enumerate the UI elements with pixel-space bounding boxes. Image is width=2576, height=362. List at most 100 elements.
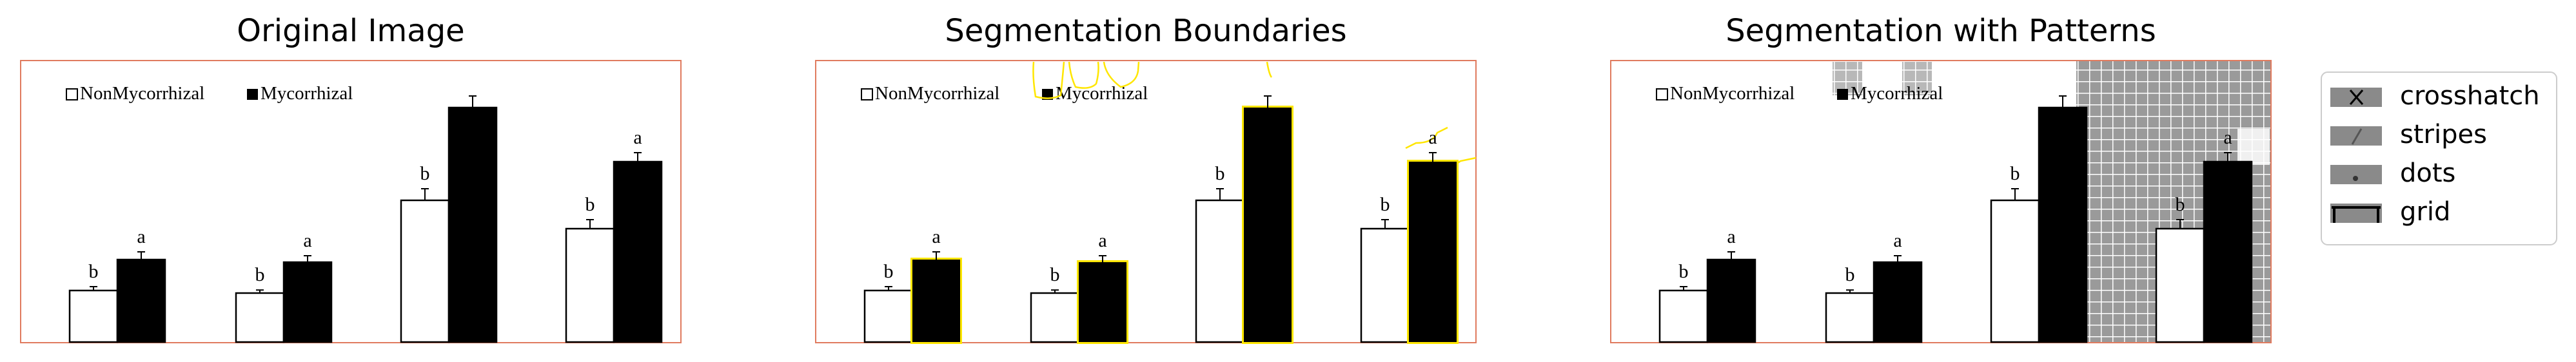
panel-title: Segmentation Boundaries	[945, 13, 1346, 49]
significance-label: b	[1679, 261, 1689, 282]
stripes-mark-icon	[2351, 128, 2363, 145]
bar-mycorrhizal	[116, 258, 166, 343]
error-bar	[421, 188, 429, 200]
error-bar	[1099, 255, 1106, 262]
crosshatch-mark-icon	[2349, 90, 2364, 105]
bar-nonmycorrhizal	[400, 199, 450, 343]
significance-label: a	[633, 127, 642, 148]
error-bar	[304, 255, 311, 262]
bar-nonmycorrhizal	[1195, 199, 1245, 343]
error-bar	[586, 219, 594, 229]
significance-label: b	[420, 163, 430, 184]
bar-nonmycorrhizal	[1990, 199, 2040, 343]
error-bar	[1264, 95, 1272, 108]
significance-label: a	[1428, 127, 1437, 148]
inner-legend: NonMycorrhizal Mycorrhizal	[861, 83, 1148, 104]
error-bar	[932, 251, 940, 260]
error-bar	[1216, 188, 1224, 200]
significance-label: b	[1050, 264, 1060, 285]
legend-item-grid: grid	[2330, 197, 2450, 227]
legend-box	[2321, 71, 2557, 245]
boundary-squiggle	[1266, 61, 1273, 78]
legend-item-crosshatch: crosshatch	[2330, 81, 2540, 111]
error-bar	[2059, 95, 2067, 108]
bar-mycorrhizal	[613, 160, 663, 343]
bar-nonmycorrhizal	[565, 227, 615, 343]
bar-nonmycorrhizal	[1030, 292, 1080, 343]
significance-label: b	[2176, 194, 2185, 215]
significance-label: b	[1381, 194, 1390, 215]
legend-label-nonmycorrhizal: NonMycorrhizal	[1670, 83, 1794, 104]
legend-label: stripes	[2400, 120, 2487, 149]
bar-mycorrhizal	[1243, 106, 1293, 343]
error-bar	[2011, 188, 2019, 200]
grid-mark-icon	[2332, 206, 2381, 223]
legend-label: dots	[2400, 158, 2455, 188]
bar-group: b b b b a a a	[68, 95, 663, 343]
significance-label: b	[2011, 163, 2020, 184]
significance-label: b	[1845, 264, 1855, 285]
legend-swatch-nonmycorrhizal	[1656, 88, 1668, 100]
error-bar	[1894, 255, 1902, 262]
inner-legend: NonMycorrhizal Mycorrhizal	[66, 83, 353, 104]
significance-label: a	[303, 230, 311, 251]
bar-mycorrhizal	[1873, 261, 1923, 343]
error-bar	[1429, 152, 1437, 162]
legend-label-mycorrhizal: Mycorrhizal	[1056, 83, 1148, 104]
significance-label: a	[932, 226, 940, 247]
bar-nonmycorrhizal	[863, 289, 914, 343]
legend-label: grid	[2400, 197, 2450, 227]
significance-label: b	[884, 261, 894, 282]
boundary-squiggle	[1405, 126, 1448, 149]
panel-title: Segmentation with Patterns	[1726, 13, 2156, 49]
error-bar	[634, 152, 642, 162]
boundary-squiggle	[1103, 61, 1140, 88]
dots-mark-icon	[2353, 176, 2358, 181]
bar-mycorrhizal	[1408, 160, 1458, 343]
legend-swatch-nonmycorrhizal	[66, 88, 78, 100]
bar-group: b b b b a a a	[1658, 95, 2253, 343]
panel-original: Original Image NonMycorrhizal Mycorrhiza…	[20, 13, 682, 343]
error-bar	[1727, 251, 1735, 260]
bar-mycorrhizal	[282, 261, 333, 343]
bar-group: b b b b a a a	[863, 95, 1459, 344]
panel-boundaries: Segmentation Boundaries NonMycorrhizal M…	[815, 13, 1477, 344]
error-bar	[469, 95, 477, 108]
significance-label: a	[1727, 226, 1735, 247]
error-bar	[90, 286, 97, 291]
bar-mycorrhizal	[447, 106, 498, 343]
dots-swatch-icon	[2330, 165, 2382, 184]
significance-label: b	[585, 194, 595, 215]
bar-mycorrhizal	[1706, 258, 1756, 343]
error-bar	[137, 251, 145, 260]
legend-swatch-mycorrhizal	[247, 89, 258, 100]
panel-title: Original Image	[237, 13, 464, 49]
significance-label: a	[1893, 230, 1902, 251]
significance-label: a	[2223, 127, 2232, 148]
legend-label: crosshatch	[2400, 81, 2540, 111]
bar-nonmycorrhizal	[68, 289, 119, 343]
legend-swatch-nonmycorrhizal	[861, 88, 873, 100]
significance-label: b	[89, 261, 99, 282]
error-bar	[256, 289, 264, 293]
bar-mycorrhizal	[2203, 160, 2253, 343]
pattern-patch	[1902, 62, 1932, 95]
inner-legend: NonMycorrhizal Mycorrhizal	[1656, 83, 1943, 104]
error-bar	[1846, 289, 1854, 293]
bar-nonmycorrhizal	[1658, 289, 1709, 343]
legend-item-stripes: stripes	[2330, 120, 2487, 149]
bar-mycorrhizal	[1077, 261, 1128, 343]
legend-swatch-mycorrhizal	[1837, 89, 1848, 100]
legend-swatch-mycorrhizal	[1042, 89, 1053, 100]
legend-label-mycorrhizal: Mycorrhizal	[1851, 83, 1943, 104]
error-bar	[885, 286, 892, 291]
error-bar	[2224, 152, 2232, 162]
significance-label: b	[255, 264, 265, 285]
bar-nonmycorrhizal	[2155, 227, 2205, 343]
error-bar	[1051, 289, 1059, 293]
panel-patterns: Segmentation with Patterns NonMycorrhiza…	[1610, 13, 2272, 343]
bar-nonmycorrhizal	[1825, 292, 1875, 343]
error-bar	[2176, 219, 2184, 229]
error-bar	[1381, 219, 1389, 229]
